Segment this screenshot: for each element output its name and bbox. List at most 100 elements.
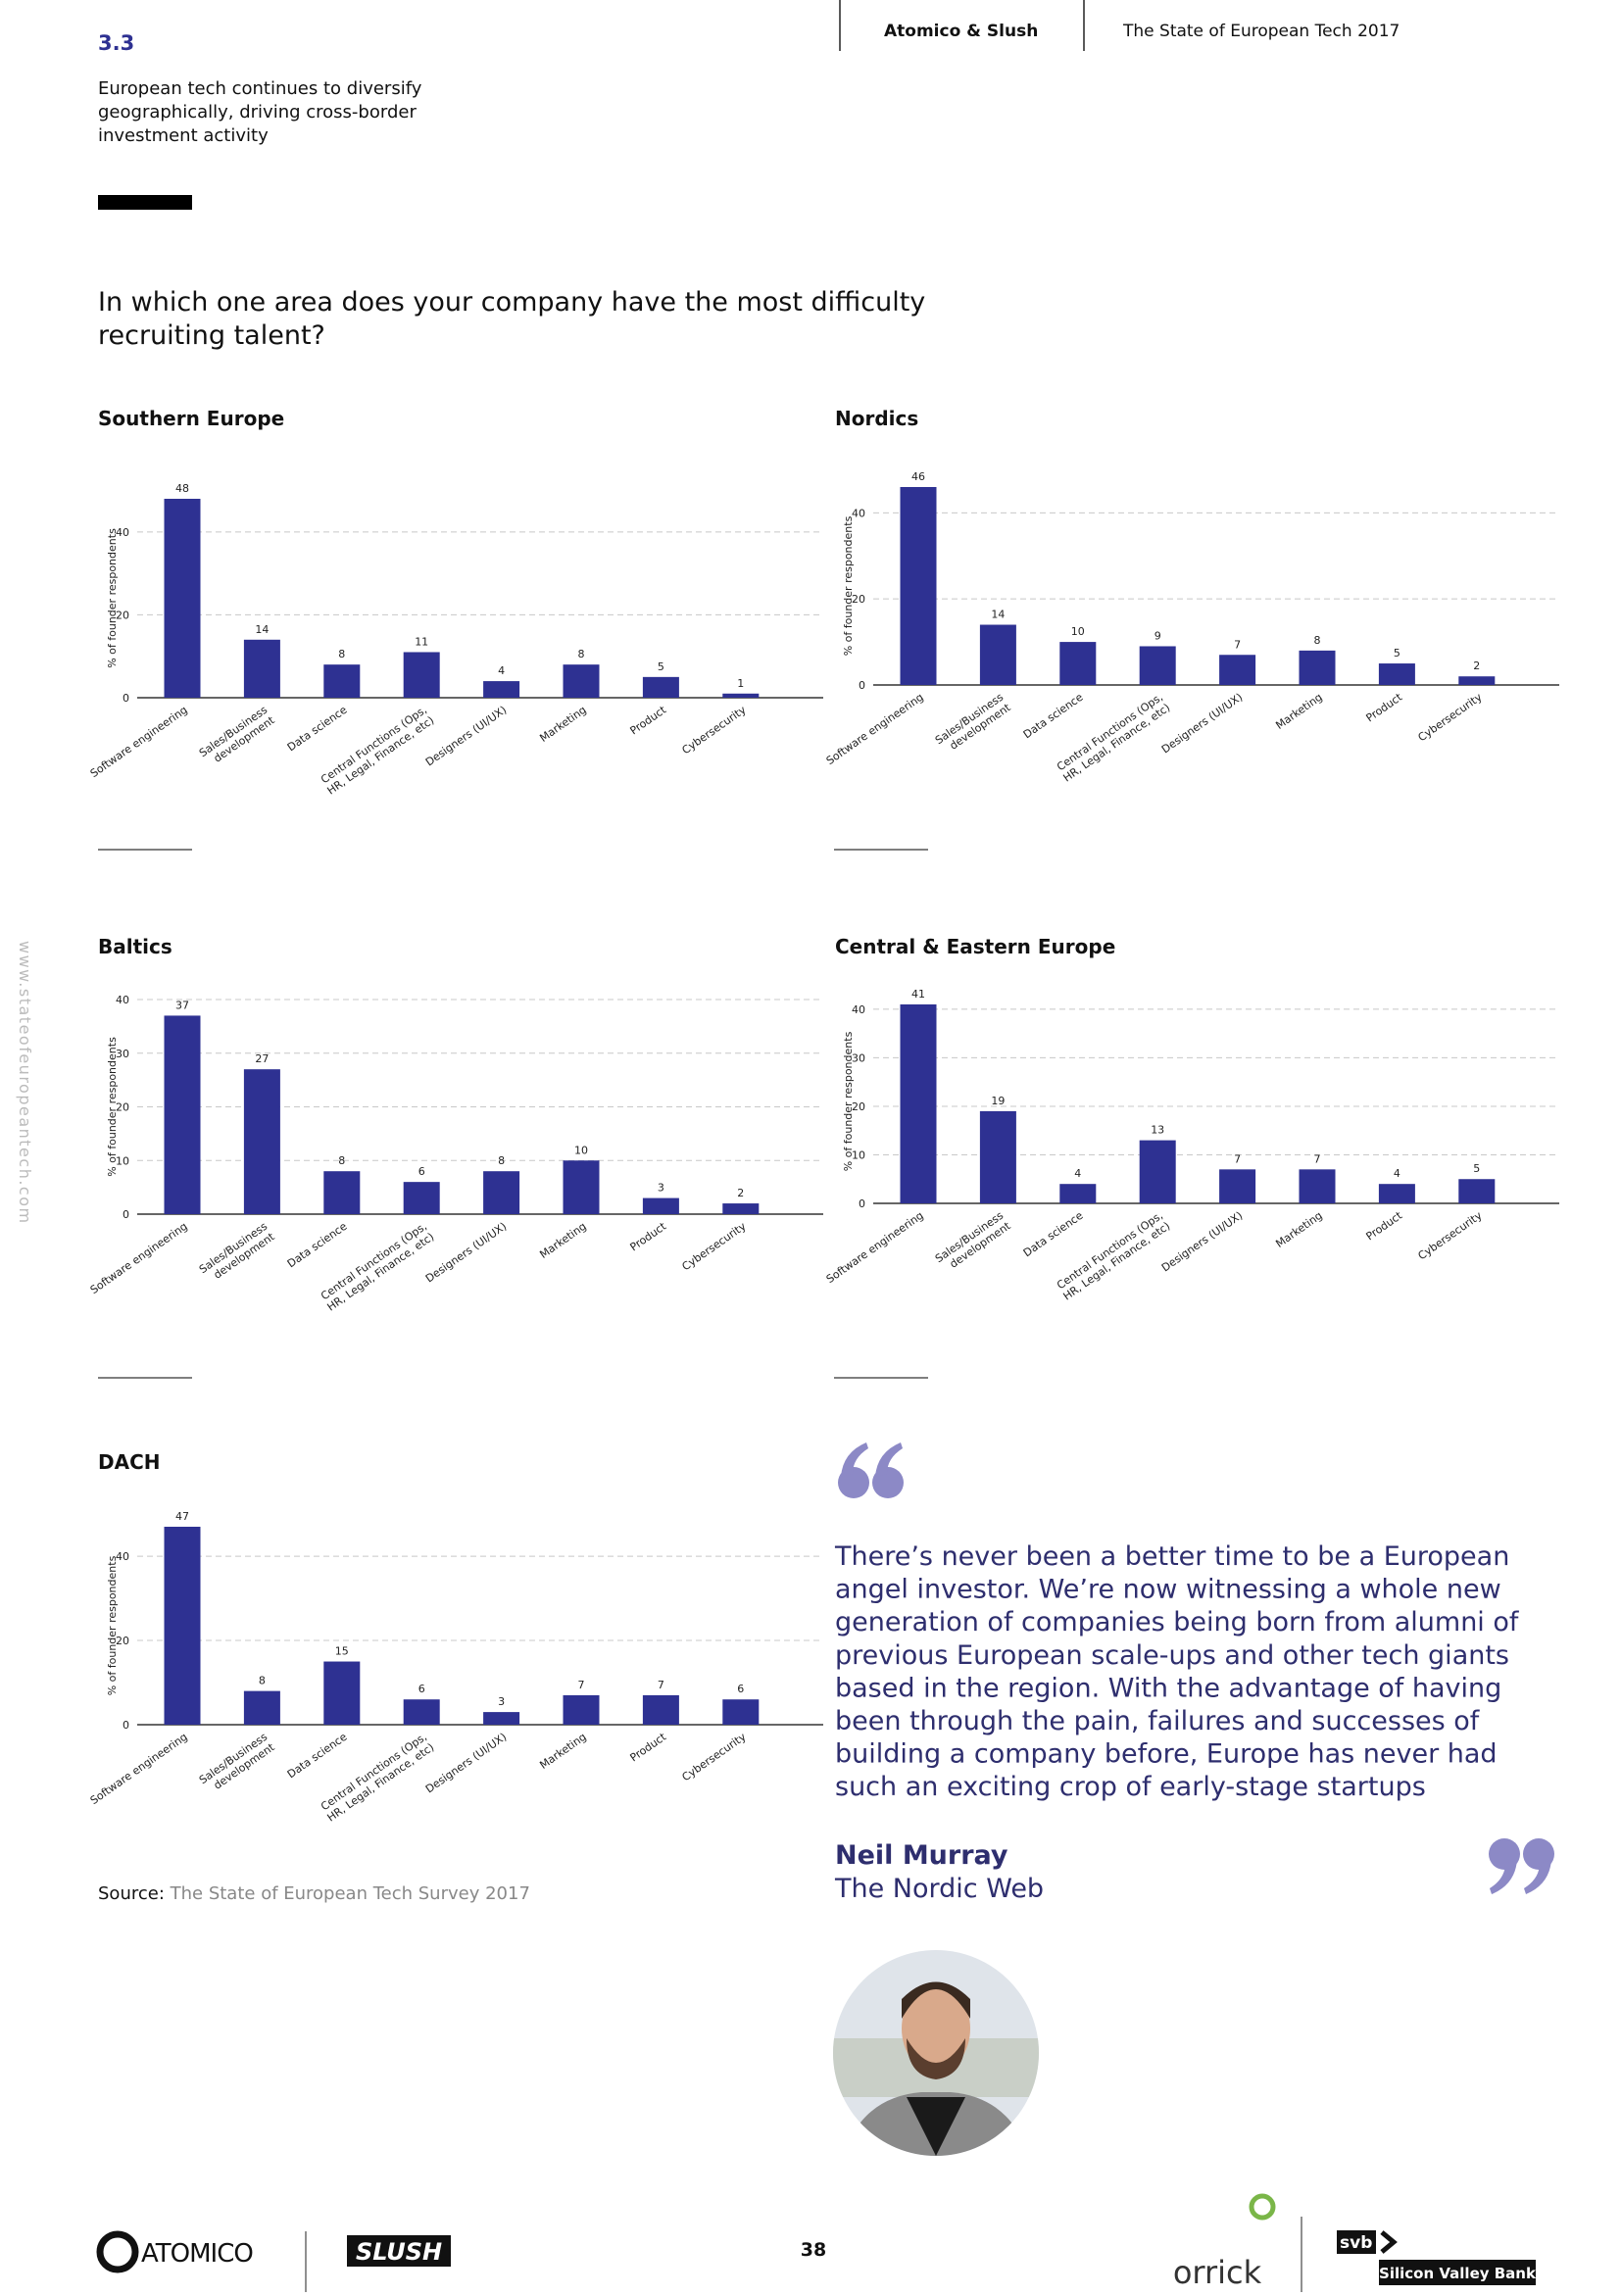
bar — [1219, 655, 1256, 685]
bar — [403, 1699, 440, 1725]
bar — [642, 1197, 679, 1214]
x-tick-label: Product — [627, 703, 668, 737]
y-axis-label: % of founder respondents — [842, 1031, 855, 1171]
side-url: www.stateofeuropeantech.com — [16, 941, 34, 1225]
y-tick-label: 30 — [116, 1048, 129, 1060]
x-tick-label: Sales/Businessdevelopment — [933, 1208, 1013, 1275]
value-label: 3 — [658, 1182, 664, 1195]
bar — [563, 1160, 600, 1214]
bar — [483, 681, 520, 698]
value-label: 7 — [1234, 638, 1241, 651]
bar — [1378, 1184, 1415, 1203]
value-label: 8 — [578, 648, 585, 660]
value-label: 8 — [1314, 634, 1321, 647]
y-tick-label: 20 — [116, 1101, 129, 1114]
quote-line: building a company before, Europe has ne… — [835, 1739, 1498, 1770]
accent-bar — [98, 195, 192, 210]
bar — [722, 1699, 760, 1725]
value-label: 8 — [338, 1154, 345, 1167]
bar — [722, 693, 760, 698]
quote-line: generation of companies being born from … — [835, 1607, 1520, 1637]
x-tick-label: Data science — [1021, 1209, 1086, 1260]
x-tick-label: Product — [1363, 690, 1404, 724]
value-label: 19 — [991, 1095, 1005, 1107]
value-label: 9 — [1154, 629, 1161, 642]
portrait — [833, 1950, 1039, 2156]
source: Source: The State of European Tech Surve… — [98, 1883, 530, 1904]
y-tick-label: 40 — [116, 1550, 129, 1563]
x-tick-label: Designers (UI/UX) — [1159, 1209, 1245, 1275]
source-text: The State of European Tech Survey 2017 — [170, 1883, 530, 1904]
x-tick-label: Designers (UI/UX) — [423, 704, 509, 769]
x-tick-label: Marketing — [1273, 691, 1324, 732]
x-tick-label: Marketing — [1273, 1209, 1324, 1250]
subtitle: geographically, driving cross-border — [98, 102, 417, 122]
bar — [323, 1171, 361, 1214]
quote-organization: The Nordic Web — [834, 1874, 1044, 1904]
chart: Central & Eastern Europe % of founder res… — [824, 935, 1559, 1303]
publication: The State of European Tech 2017 — [1122, 22, 1400, 41]
bar — [1458, 1179, 1496, 1203]
value-label: 5 — [658, 660, 664, 673]
x-tick-label-line: HR, Legal, Finance, etc) — [325, 713, 437, 797]
y-tick-label: 0 — [859, 679, 865, 692]
question: In which one area does your company have… — [98, 287, 925, 318]
bar — [403, 652, 440, 698]
atomico-mark — [96, 2230, 139, 2273]
subtitle: European tech continues to diversify — [98, 78, 422, 99]
value-label: 4 — [1074, 1167, 1081, 1180]
bar — [642, 1694, 679, 1725]
bar — [1299, 1169, 1336, 1203]
x-tick-label: Data science — [285, 1220, 350, 1271]
chart-title: Nordics — [835, 407, 918, 430]
value-label: 6 — [737, 1683, 744, 1695]
x-tick-label: Software engineering — [88, 1220, 190, 1296]
question: recruiting talent? — [98, 320, 325, 351]
value-label: 46 — [911, 470, 925, 483]
quote-line: previous European scale-ups and other te… — [835, 1640, 1509, 1671]
bar — [483, 1712, 520, 1725]
x-tick-label: Product — [1363, 1208, 1404, 1243]
x-tick-label: Product — [627, 1730, 668, 1764]
bar — [1059, 642, 1097, 685]
x-tick-label-line: HR, Legal, Finance, etc) — [1061, 1219, 1173, 1302]
x-tick-label: Software engineering — [824, 1209, 926, 1286]
bar — [164, 499, 201, 698]
bar — [900, 1003, 937, 1203]
bar — [403, 1182, 440, 1214]
chart-title: Central & Eastern Europe — [835, 935, 1115, 958]
value-label: 10 — [574, 1144, 588, 1156]
x-tick-label-line: HR, Legal, Finance, etc) — [1061, 701, 1173, 784]
quote-line: such an exciting crop of early-stage sta… — [835, 1772, 1426, 1802]
value-label: 10 — [1071, 625, 1085, 638]
value-label: 8 — [498, 1154, 505, 1167]
bar — [722, 1203, 760, 1214]
x-tick-label: Marketing — [537, 1731, 588, 1772]
value-label: 2 — [1473, 659, 1480, 672]
x-tick-label: Designers (UI/UX) — [423, 1220, 509, 1286]
quote-line: angel investor. We’re now witnessing a w… — [835, 1575, 1501, 1605]
value-label: 13 — [1151, 1124, 1164, 1137]
orrick-mark — [1249, 2193, 1276, 2221]
quote-line: been through the pain, failures and succ… — [835, 1706, 1481, 1736]
chart: Baltics % of founder respondents 0 10 20 30 40… — [88, 935, 823, 1314]
x-tick-label: Marketing — [537, 704, 588, 745]
chart: DACH % of founder respondents 0 20 40 47 Softw… — [88, 1450, 823, 1825]
value-label: 7 — [658, 1679, 664, 1691]
logo: SLUSH — [356, 2238, 442, 2266]
bar — [243, 1690, 280, 1725]
value-label: 4 — [1394, 1167, 1400, 1180]
bar — [1458, 676, 1496, 685]
value-label: 14 — [991, 609, 1005, 621]
chart-title: DACH — [98, 1450, 161, 1474]
chart: Nordics % of founder respondents 0 20 40 46 So… — [824, 407, 1559, 785]
bar — [1139, 1140, 1176, 1203]
value-label: 7 — [1234, 1152, 1241, 1165]
bar — [164, 1015, 201, 1214]
y-tick-label: 20 — [852, 1100, 865, 1113]
logo: Silicon Valley Bank — [1379, 2265, 1537, 2282]
x-tick-label: Cybersecurity — [679, 1731, 748, 1784]
svb-badge — [1337, 2230, 1376, 2254]
subtitle: investment activity — [98, 125, 269, 146]
